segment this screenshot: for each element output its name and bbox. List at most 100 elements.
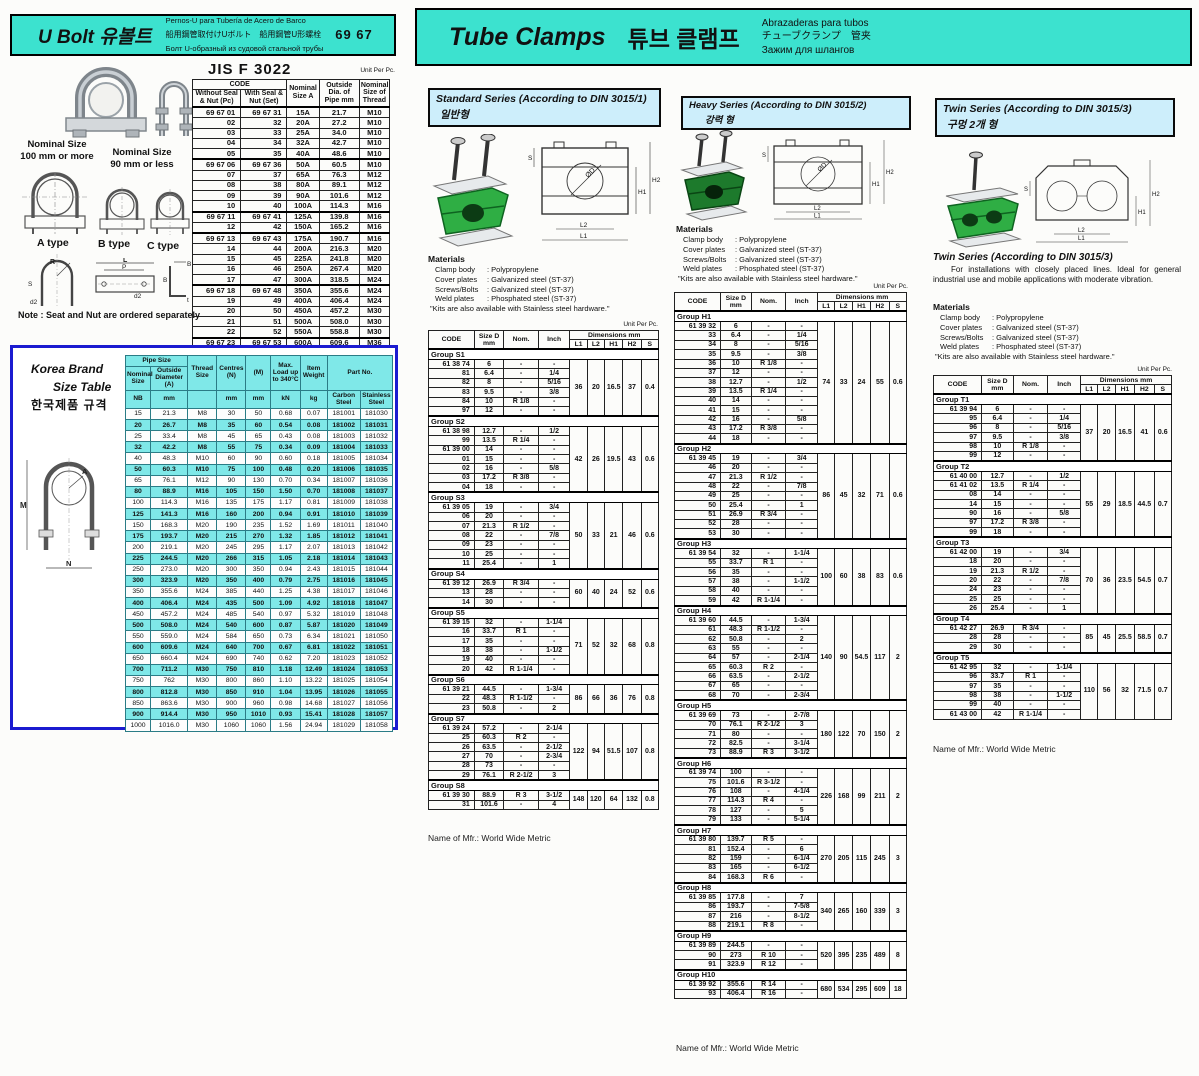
- table-cell: -: [1047, 480, 1082, 491]
- table-row: 71 80- -: [674, 729, 907, 740]
- table-cell: R 1-1/4: [750, 595, 787, 606]
- table-row: 61 39 05 19-3/4 50 33 21 46 0.6: [428, 502, 660, 570]
- materials-line: Screws/Bolts: Galvanized steel (ST-37): [435, 284, 574, 294]
- svg-text:L2: L2: [580, 222, 588, 229]
- table-cell: 406.4: [150, 596, 189, 610]
- table-cell: R 2-1/2: [503, 770, 539, 781]
- svg-text:H1: H1: [638, 189, 647, 196]
- table-row: 69 67 06 69 67 36 50A 60.5 M10: [191, 158, 391, 171]
- table-cell: -: [1012, 681, 1049, 692]
- dimension-cell: 36: [1097, 547, 1116, 615]
- col-header: Size D mm: [981, 375, 1014, 395]
- svg-text:L2: L2: [814, 206, 821, 212]
- table-cell: 181035: [359, 463, 394, 476]
- table-cell: -: [1012, 575, 1049, 586]
- table-cell: 61 40 00: [933, 471, 982, 482]
- table-cell: 73: [719, 710, 752, 721]
- table-row: 900 914.4 M30 950 1010 0.93 15.41 181028 181057: [124, 708, 394, 721]
- table-cell: 181030: [359, 407, 394, 421]
- table-cell: 14: [473, 444, 505, 456]
- table-cell: M24: [187, 585, 218, 599]
- group-label: Group H7: [674, 823, 907, 836]
- col-header: mm: [245, 390, 272, 409]
- table-row: 13 28- -: [428, 587, 659, 599]
- table-cell: -: [785, 433, 819, 445]
- table-cell: 6-1/4: [785, 853, 819, 864]
- table-cell: 540: [245, 608, 272, 621]
- table-cell: R 2-1/2: [750, 719, 787, 731]
- table-cell: M20: [187, 574, 218, 587]
- table-cell: -: [503, 511, 539, 523]
- table-cell: -: [537, 654, 571, 666]
- table-cell: 1.17: [270, 541, 301, 554]
- table-cell: 69 67 11: [191, 210, 242, 223]
- table-cell: 46: [674, 462, 721, 474]
- table-cell: 22: [191, 326, 242, 339]
- group-label-row: Group H3: [674, 537, 907, 550]
- table-cell: 181029: [326, 719, 361, 732]
- table-cell: 44.5: [473, 684, 505, 695]
- table-cell: -: [750, 585, 787, 597]
- table-cell: -: [503, 751, 539, 762]
- table-cell: 23: [981, 584, 1014, 596]
- table-cell: 37: [674, 367, 721, 379]
- dimension-cell: 0.6: [888, 453, 908, 540]
- table-cell: 48.3: [150, 452, 189, 465]
- svg-text:H1: H1: [1138, 210, 1146, 216]
- table-cell: -: [750, 490, 787, 502]
- dimension-cell: 36: [569, 359, 588, 417]
- group-label-row: Group H1: [674, 310, 907, 323]
- table-cell: 61 39 85: [674, 892, 721, 903]
- table-cell: M10: [187, 463, 218, 476]
- table-cell: -: [785, 395, 819, 407]
- table-cell: -: [1047, 566, 1082, 577]
- table-cell: 101.6: [318, 190, 360, 202]
- dimension-cell: 99: [851, 767, 872, 826]
- table-cell: M8: [187, 418, 218, 432]
- table-cell: 740: [245, 652, 272, 665]
- table-cell: 181055: [359, 685, 394, 699]
- table-cell: 33.7: [473, 626, 505, 638]
- col-header: Inch: [537, 330, 571, 350]
- dimension-cell: 16.5: [603, 359, 624, 417]
- dimension-cell: 0.6: [888, 548, 908, 606]
- dimension-cell: 520: [817, 940, 836, 971]
- table-cell: 12: [719, 367, 752, 379]
- table-cell: 181056: [359, 697, 394, 710]
- svg-text:L2: L2: [1078, 228, 1085, 234]
- table-cell: R 3/4: [1012, 623, 1049, 634]
- table-cell: 139.8: [318, 210, 360, 223]
- dimension-cell: 132: [622, 790, 642, 810]
- table-cell: 20: [428, 664, 475, 676]
- dimension-cell: 168: [834, 767, 853, 826]
- table-row: 97 35- -: [933, 681, 1172, 692]
- col-header: (M): [245, 354, 272, 392]
- table-cell: 2.75: [299, 574, 328, 587]
- group-label-row: Group T1: [933, 393, 1172, 406]
- table-cell: 0.93: [270, 708, 301, 721]
- col-header: L1: [569, 339, 588, 350]
- table-cell: -: [750, 367, 787, 379]
- table-cell: -: [1047, 499, 1082, 510]
- table-cell: 25: [124, 430, 152, 443]
- table-cell: 75: [245, 441, 272, 454]
- heavy-series-subtitle: 강력 형: [705, 115, 734, 127]
- table-cell: 21: [191, 316, 242, 328]
- group-label: Group S4: [428, 567, 659, 580]
- table-cell: -: [537, 405, 571, 417]
- dimension-cell: 45: [834, 453, 853, 540]
- ubolt-type-a-drawing-icon: [22, 172, 88, 234]
- dimension-cell: 32: [1114, 662, 1136, 720]
- col-header: Item Weight: [299, 354, 328, 392]
- table-cell: 15.41: [299, 708, 328, 721]
- dimension-cell: 16.5: [1114, 404, 1136, 462]
- table-cell: 60.3: [719, 662, 752, 673]
- table-cell: 6.4: [719, 330, 752, 341]
- group-label: Group H2: [674, 442, 907, 455]
- dimension-cell: 55: [870, 321, 890, 445]
- svg-text:L1: L1: [814, 214, 821, 220]
- table-cell: 1-1/2: [1047, 690, 1082, 701]
- dimension-cell: 32: [603, 617, 624, 676]
- table-cell: 80: [719, 729, 752, 740]
- table-cell: 181015: [326, 563, 361, 576]
